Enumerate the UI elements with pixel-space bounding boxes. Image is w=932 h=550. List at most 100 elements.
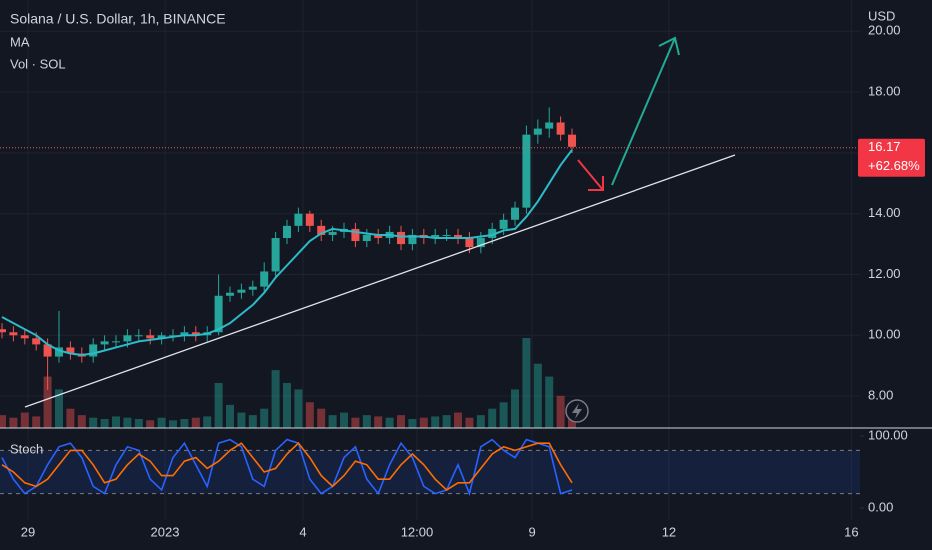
x-tick-label: 12 <box>662 524 676 539</box>
stoch-line <box>1 442 573 491</box>
candle-body <box>134 335 143 337</box>
volume-bar <box>556 395 565 428</box>
volume-bar <box>169 420 178 428</box>
volume-bar <box>305 402 314 428</box>
volume-bar <box>123 417 132 428</box>
lightning-icon[interactable] <box>565 399 589 423</box>
volume-bar <box>511 389 520 428</box>
y-tick-label: 20.00 <box>868 23 901 38</box>
candle-body <box>397 231 406 245</box>
volume-bar <box>203 416 212 428</box>
volume-bar <box>66 408 75 428</box>
volume-bar <box>100 419 109 428</box>
candle-body <box>499 219 508 229</box>
candle-body <box>248 286 257 290</box>
volume-bar <box>465 417 474 428</box>
candle-body <box>522 134 531 208</box>
volume-bar <box>362 415 371 428</box>
candle-body <box>100 341 109 345</box>
indicator-label: MA <box>10 34 30 49</box>
volume-bar <box>499 402 508 428</box>
x-tick-label: 12:00 <box>401 524 434 539</box>
volume-bar <box>522 338 531 428</box>
volume-bar <box>134 419 143 428</box>
candle-body <box>214 295 223 333</box>
stoch-tick-label: 0.00 <box>868 499 893 514</box>
y-tick-label: 14.00 <box>868 205 901 220</box>
volume-bar <box>112 416 121 428</box>
volume <box>0 338 577 428</box>
volume-bar <box>237 412 246 428</box>
candle-body <box>157 335 166 339</box>
volume-bar <box>340 412 349 428</box>
volume-bar <box>54 389 63 428</box>
volume-bar <box>191 417 200 428</box>
stoch-tick-label: 100.00 <box>868 427 908 442</box>
candle-body <box>123 335 132 342</box>
volume-bar <box>545 376 554 428</box>
candle-body <box>431 234 440 239</box>
volume-bar <box>431 416 440 428</box>
trendline <box>24 154 736 408</box>
candle-body <box>226 292 235 296</box>
x-tick-label: 9 <box>529 524 536 539</box>
y-tick-label: 12.00 <box>868 266 901 281</box>
volume-bar <box>385 417 394 428</box>
title: Solana / U.S. Dollar, 1h, BINANCE <box>10 11 226 27</box>
x-tick-label: 29 <box>21 524 35 539</box>
candle-body <box>533 128 542 135</box>
volume-bar <box>374 416 383 428</box>
y-tick-label: 8.00 <box>868 388 893 403</box>
stoch-pane <box>0 435 864 509</box>
candle-body <box>408 234 417 245</box>
volume-bar <box>476 415 485 428</box>
volume-bar <box>248 415 257 428</box>
candle-body <box>568 134 577 147</box>
volume-bar <box>419 417 428 428</box>
candle-body <box>169 335 178 337</box>
volume-bar <box>9 417 18 428</box>
volume-bar <box>146 420 155 428</box>
candle-body <box>237 289 246 293</box>
stoch-line <box>1 438 573 497</box>
red-arrow <box>577 159 604 191</box>
candle-body <box>260 271 269 287</box>
volume-bar <box>283 383 292 428</box>
volume-bar <box>32 416 41 428</box>
change-label: +62.68% <box>868 158 920 173</box>
candle-body <box>362 234 371 242</box>
price-badge <box>858 138 925 177</box>
candle-body <box>556 122 565 135</box>
candle-body <box>146 335 155 339</box>
volume-bar <box>488 408 497 428</box>
candle-body <box>191 332 200 336</box>
x-tick-label: 2023 <box>151 524 180 539</box>
volume-bar <box>442 415 451 428</box>
volume-bar <box>260 408 269 428</box>
candle-body <box>271 238 280 272</box>
volume-bar <box>408 419 417 428</box>
x-tick-label: 4 <box>299 524 306 539</box>
candle-body <box>374 234 383 239</box>
y-tick-label: 10.00 <box>868 327 901 342</box>
candle-body <box>20 335 29 339</box>
candle-body <box>294 213 303 226</box>
candle-body <box>54 347 63 357</box>
stoch-label: Stoch <box>10 441 43 456</box>
candle-body <box>545 122 554 129</box>
volume-bar <box>77 415 86 428</box>
volume-bar <box>328 415 337 428</box>
candle-body <box>112 341 121 343</box>
candle-body <box>89 344 98 357</box>
candle-body <box>351 228 360 242</box>
volume-bar <box>20 412 29 428</box>
candle-body <box>66 347 75 354</box>
volume-bar <box>351 417 360 428</box>
volume-bar <box>454 412 463 428</box>
candle-body <box>283 225 292 239</box>
x-tick-label: 16 <box>844 524 858 539</box>
volume-bar <box>180 419 189 428</box>
candle-body <box>0 329 6 333</box>
volume-bar <box>0 415 6 428</box>
